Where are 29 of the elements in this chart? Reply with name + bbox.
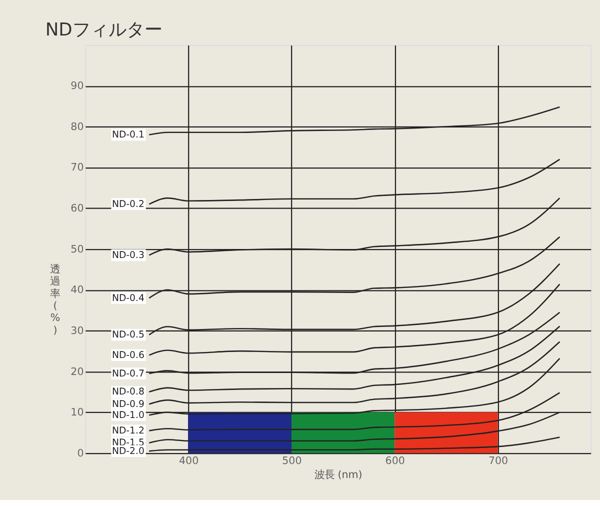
series-label: ND-0.4 <box>112 292 144 304</box>
series-label: ND-0.9 <box>112 398 144 410</box>
y-tick-label: 40 <box>70 284 84 296</box>
x-tick-label: 700 <box>488 454 508 467</box>
y-tick-label: 70 <box>70 162 84 174</box>
y-tick-label: 10 <box>70 406 84 419</box>
y-axis-title: 透過率 (%) <box>50 263 60 336</box>
series-label: ND-0.3 <box>112 250 144 261</box>
chart-title: NDフィルター <box>45 20 162 41</box>
series-label: ND-0.5 <box>112 330 144 341</box>
y-tick-label: 50 <box>70 243 84 256</box>
series-label: ND-0.2 <box>112 198 144 210</box>
series-label: ND-0.1 <box>112 130 144 141</box>
series-label: ND-0.6 <box>112 350 144 361</box>
y-tick-label: 30 <box>70 324 84 337</box>
y-tick-label: 0 <box>77 447 84 460</box>
x-tick-label: 600 <box>385 454 405 467</box>
series-label: ND-1.0 <box>112 410 144 421</box>
y-tick-label: 20 <box>70 366 84 378</box>
series-label: ND-1.2 <box>112 425 144 436</box>
y-tick-label: 60 <box>70 202 84 215</box>
x-axis-title: 波長 (nm) <box>314 468 362 481</box>
x-tick-label: 400 <box>178 454 199 467</box>
x-tick-label: 500 <box>282 454 302 467</box>
y-tick-label: 90 <box>70 80 84 92</box>
series-label: ND-2.0 <box>112 446 144 457</box>
y-tick-label: 80 <box>70 120 84 133</box>
series-label: ND-0.7 <box>112 368 144 380</box>
series-label: ND-0.8 <box>112 386 144 398</box>
